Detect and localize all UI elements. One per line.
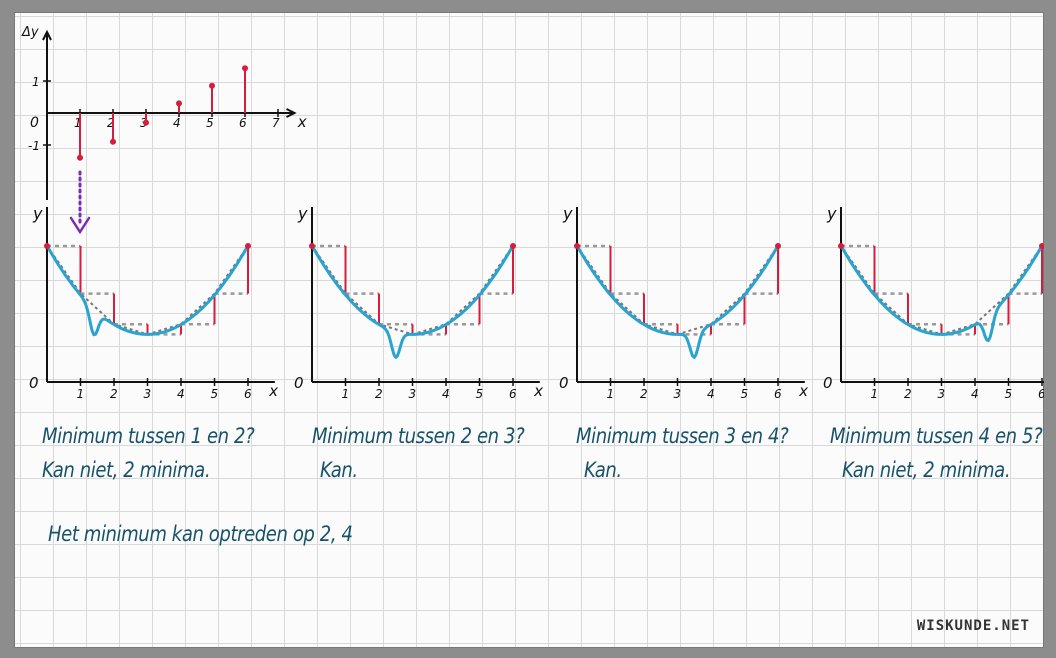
question-1: Minimum tussen 1 en 2? (42, 424, 255, 448)
panel-x-tick-label: 4 (707, 387, 715, 401)
panel-origin-label: 0 (823, 374, 833, 392)
start-point (44, 243, 50, 249)
delta-x-tick-label: 5 (206, 116, 214, 130)
panel-x-tick-label: 4 (177, 387, 185, 401)
panel-x-tick-label: 1 (342, 387, 350, 401)
panel-x-tick-label: 2 (375, 387, 383, 401)
panel-y-label: y (562, 204, 573, 223)
plots-canvas: Δyx012345671-1y0x123456y0x123456y0x12345… (21, 25, 1044, 401)
end-point (1039, 243, 1044, 249)
delta-y-tick-label: 1 (32, 75, 40, 89)
delta-x-label: x (297, 113, 307, 131)
delta-stem-point (143, 119, 149, 126)
delta-x-tick-label: 2 (107, 116, 115, 130)
delta-y-plot: Δyx012345671-1 (21, 25, 307, 235)
panel-x-tick-label: 2 (904, 387, 912, 401)
question-4: Minimum tussen 4 en 5? (830, 424, 1043, 448)
panel-origin-label: 0 (294, 374, 304, 392)
panel-x-tick-label: 2 (640, 387, 648, 401)
delta-stem-point (77, 154, 83, 161)
panel-y-label: y (297, 204, 308, 223)
delta-x-tick-label: 1 (74, 116, 82, 130)
panel-x-tick-label: 3 (674, 387, 682, 401)
delta-origin-label: 0 (30, 115, 39, 131)
panel-x-tick-label: 3 (938, 387, 946, 401)
start-point (574, 243, 580, 249)
x-arrowhead (286, 108, 297, 118)
panel-x-tick-label: 4 (442, 387, 450, 401)
question-2: Minimum tussen 2 en 3? (312, 424, 525, 448)
delta-x-tick-label: 7 (272, 116, 280, 130)
delta-x-tick-label: 6 (239, 116, 247, 130)
question-3: Minimum tussen 3 en 4? (576, 424, 789, 448)
panel-x-tick-label: 1 (871, 387, 879, 401)
whiteboard: Δyx012345671-1y0x123456y0x123456y0x12345… (14, 12, 1044, 648)
panel-1: y 0 x 1 2 3 4 5 6 (29, 204, 278, 401)
blue-curve (310, 244, 515, 359)
answer-4: Kan niet, 2 minima. (842, 458, 1011, 482)
blue-curve (575, 244, 780, 359)
panel-x-tick-label: 5 (741, 387, 749, 401)
end-point (245, 243, 251, 249)
delta-stem-point (176, 100, 182, 107)
purple-arrow-head (69, 216, 91, 235)
y-arrowhead (42, 29, 52, 41)
panel-x-tick-label: 1 (77, 387, 85, 401)
delta-y-tick-label: -1 (28, 139, 40, 153)
panel-x-label: x (533, 382, 543, 400)
end-point (775, 243, 781, 249)
panel-y-label: y (826, 204, 837, 223)
panel-2: y 0 x 1 2 3 4 5 6 (294, 204, 543, 401)
delta-stem-point (242, 65, 248, 72)
delta-x-tick-label: 4 (173, 116, 181, 130)
panel-x-tick-label: 6 (509, 387, 517, 401)
conclusion: Het minimum kan optreden op 2, 4 (48, 522, 353, 546)
answer-3: Kan. (584, 458, 622, 482)
delta-y-label: Δy (21, 25, 39, 40)
panel-y-label: y (32, 204, 43, 223)
delta-stem-point (110, 138, 116, 145)
answer-1: Kan niet, 2 minima. (42, 458, 211, 482)
panel-x-tick-label: 2 (110, 387, 118, 401)
panel-x-label: x (798, 382, 808, 400)
blue-curve (45, 244, 250, 337)
panel-x-tick-label: 1 (607, 387, 615, 401)
panel-x-tick-label: 5 (476, 387, 484, 401)
panel-x-tick-label: 4 (971, 387, 979, 401)
panel-x-tick-label: 5 (211, 387, 219, 401)
panel-x-tick-label: 5 (1005, 387, 1013, 401)
site-logo: WISKUNDE.NET (916, 618, 1030, 634)
panel-origin-label: 0 (29, 374, 39, 392)
panel-x-tick-label: 3 (144, 387, 152, 401)
panel-x-tick-label: 6 (774, 387, 782, 401)
panel-x-tick-label: 6 (244, 387, 252, 401)
start-point (838, 243, 844, 249)
panel-x-tick-label: 3 (409, 387, 417, 401)
panel-origin-label: 0 (559, 374, 569, 392)
blue-curve (839, 244, 1044, 343)
delta-stem-point (209, 82, 215, 89)
panel-x-label: x (268, 382, 278, 400)
start-point (309, 243, 315, 249)
panel-x-tick-label: 6 (1038, 387, 1044, 401)
answer-2: Kan. (320, 458, 358, 482)
panel-3: y 0 x 1 2 3 4 5 6 (559, 204, 808, 401)
end-point (510, 243, 516, 249)
